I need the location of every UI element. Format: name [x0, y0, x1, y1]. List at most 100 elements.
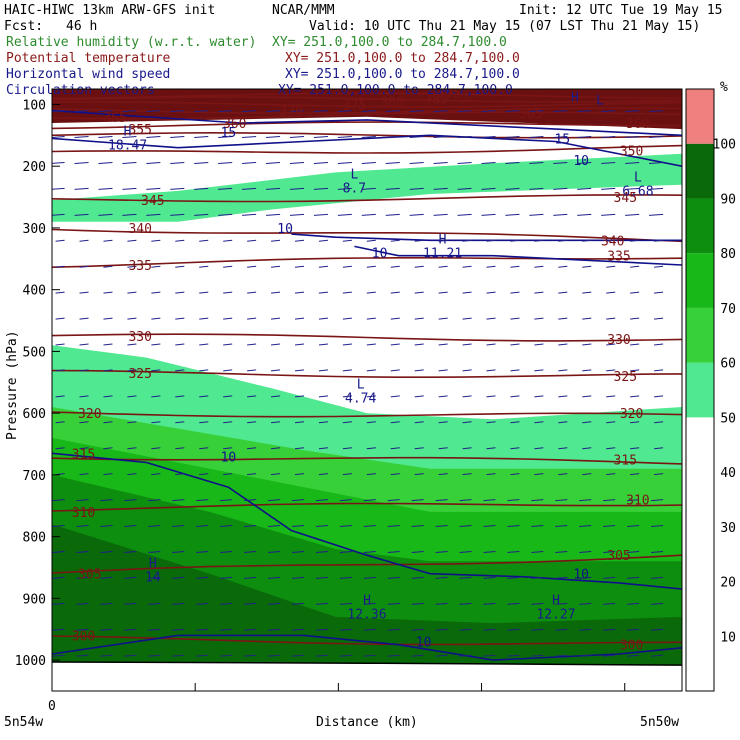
- y-axis-label: Pressure (hPa): [5, 330, 20, 440]
- vector: [459, 525, 472, 528]
- vector: [438, 473, 448, 476]
- vector: [196, 499, 209, 502]
- theta-label: 300: [72, 629, 95, 644]
- theta-label: 365: [519, 108, 542, 123]
- theta-label: 335: [607, 250, 630, 265]
- vector: [52, 550, 65, 553]
- vector: [199, 291, 209, 294]
- vector: [146, 213, 161, 216]
- vector: [146, 161, 161, 164]
- vector: [411, 654, 424, 657]
- vector: [603, 628, 616, 631]
- field-wspd-name: Horizontal wind speed: [6, 67, 170, 82]
- vector: [199, 265, 209, 268]
- vector: [534, 421, 544, 424]
- vector: [459, 628, 472, 631]
- vector: [151, 317, 161, 320]
- vector: [98, 110, 113, 113]
- vector: [577, 161, 592, 164]
- vector: [486, 447, 496, 450]
- vector: [654, 265, 664, 268]
- vector: [654, 343, 664, 346]
- vector: [148, 602, 161, 605]
- vector: [337, 136, 352, 139]
- plot-frame: [51, 88, 683, 692]
- vector: [385, 136, 400, 139]
- vector: [606, 291, 616, 294]
- theta-label: 395: [437, 86, 460, 101]
- vector: [531, 654, 544, 657]
- vector: [318, 421, 328, 424]
- vector: [339, 525, 352, 528]
- theta-label: 315: [614, 453, 637, 468]
- vector: [534, 447, 544, 450]
- vector: [433, 136, 448, 139]
- vector: [268, 654, 281, 657]
- vector: [242, 213, 257, 216]
- vector: [630, 369, 640, 372]
- vector: [100, 602, 113, 605]
- vector: [363, 525, 376, 528]
- vector: [266, 136, 281, 139]
- vector: [223, 473, 233, 476]
- vector: [481, 213, 496, 216]
- vector: [315, 550, 328, 553]
- vector: [414, 265, 424, 268]
- vector: [366, 265, 376, 268]
- vector: [558, 369, 568, 372]
- vector: [606, 447, 616, 450]
- vector: [366, 395, 376, 398]
- vector: [414, 473, 424, 476]
- colorbar-swatch: [686, 636, 714, 691]
- vector: [79, 421, 89, 424]
- vector: [223, 239, 233, 242]
- vector: [247, 395, 257, 398]
- vector: [342, 343, 352, 346]
- vector: [244, 550, 257, 553]
- vector: [577, 136, 592, 139]
- vector: [390, 473, 400, 476]
- theta-label: 325: [614, 370, 637, 385]
- colorbar-swatch: [686, 472, 714, 527]
- vector: [435, 550, 448, 553]
- wind-label: 15: [554, 132, 570, 147]
- vector: [74, 161, 89, 164]
- vector: [271, 369, 281, 372]
- vector: [555, 654, 568, 657]
- vector: [127, 395, 137, 398]
- axes: 100 200 300 400 500 600 700 800 900 1000: [15, 98, 626, 691]
- vector: [603, 576, 616, 579]
- vector: [433, 161, 448, 164]
- forecast-label: Fcst:: [4, 19, 43, 34]
- extremum-marker: H: [571, 90, 579, 105]
- vector: [366, 421, 376, 424]
- theta-label: 355: [128, 123, 151, 138]
- extremum-marker: H: [149, 557, 157, 572]
- vector: [218, 136, 233, 139]
- vector: [625, 161, 640, 164]
- vector: [651, 499, 664, 502]
- vector: [651, 550, 664, 553]
- vector: [462, 447, 472, 450]
- vector: [76, 628, 89, 631]
- vector: [409, 110, 424, 113]
- vector: [411, 525, 424, 528]
- vector: [414, 421, 424, 424]
- vector: [558, 343, 568, 346]
- vector: [654, 317, 664, 320]
- vector: [315, 602, 328, 605]
- colorbar-swatch: [686, 526, 714, 582]
- vector: [606, 473, 616, 476]
- vector: [361, 187, 376, 190]
- vector: [390, 369, 400, 372]
- vector: [339, 576, 352, 579]
- vector: [510, 395, 520, 398]
- vector: [342, 369, 352, 372]
- vector: [481, 187, 496, 190]
- vector: [103, 421, 113, 424]
- vector: [268, 602, 281, 605]
- colorbar-tick-label: 40: [720, 466, 736, 481]
- vector: [579, 602, 592, 605]
- y-tick-label: 500: [23, 345, 46, 360]
- vector: [577, 187, 592, 190]
